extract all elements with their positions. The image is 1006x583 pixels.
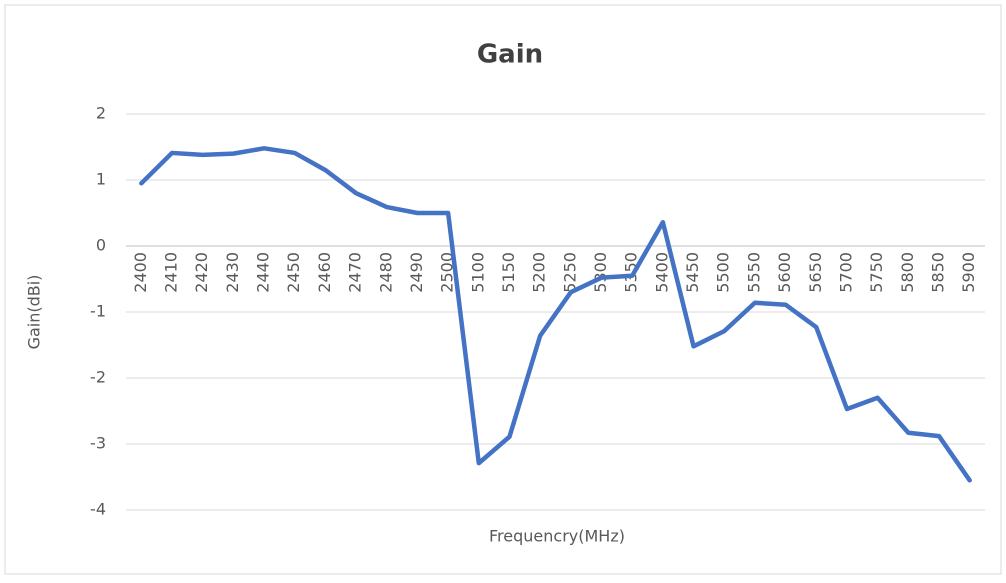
- x-tick-label: 2400: [131, 252, 150, 293]
- x-tick-label: 5350: [622, 252, 641, 293]
- x-tick-label: 5650: [806, 252, 825, 293]
- x-tick-label: 5100: [468, 252, 487, 293]
- chart-title: Gain: [477, 40, 543, 70]
- y-tick-label: -1: [90, 302, 106, 321]
- x-tick-label: 5300: [591, 252, 610, 293]
- x-tick-label: 5200: [530, 252, 549, 293]
- x-tick-label: 5250: [560, 252, 579, 293]
- x-tick-label: 2500: [438, 252, 457, 293]
- data-line: [139, 146, 972, 483]
- chart-border: [4, 4, 1002, 575]
- x-tick-label: 2490: [407, 252, 426, 293]
- x-tick-label: 5150: [499, 252, 518, 293]
- x-tick-label: 5500: [714, 252, 733, 293]
- x-tick-label: 5700: [836, 252, 855, 293]
- x-tick-label: 5450: [683, 252, 702, 293]
- x-tick-label: 2470: [346, 252, 365, 293]
- x-tick-label: 2410: [162, 252, 181, 293]
- y-tick-label: -2: [90, 368, 106, 387]
- x-tick-label: 5800: [898, 252, 917, 293]
- x-tick-label: 5900: [959, 252, 978, 293]
- x-tick-label: 2460: [315, 252, 334, 293]
- y-tick-label: 1: [96, 170, 106, 189]
- x-tick-label: 2440: [254, 252, 273, 293]
- x-tick-label: 2430: [223, 252, 242, 293]
- x-tick-label: 2450: [284, 252, 303, 293]
- x-tick-label: 2480: [376, 252, 395, 293]
- y-axis-label: Gain(dBi): [25, 275, 44, 350]
- y-tick-label: -3: [90, 434, 106, 453]
- x-tick-label: 5400: [652, 252, 671, 293]
- y-tick-label: 2: [96, 104, 106, 123]
- x-tick-label: 5600: [775, 252, 794, 293]
- x-tick-label: 2420: [192, 252, 211, 293]
- x-tick-label: 5850: [928, 252, 947, 293]
- y-tick-label: 0: [96, 236, 106, 255]
- x-axis-label: Frequencry(MHz): [489, 527, 625, 546]
- x-tick-label: 5750: [867, 252, 886, 293]
- x-tick-label: 5550: [744, 252, 763, 293]
- y-tick-label: -4: [90, 500, 106, 519]
